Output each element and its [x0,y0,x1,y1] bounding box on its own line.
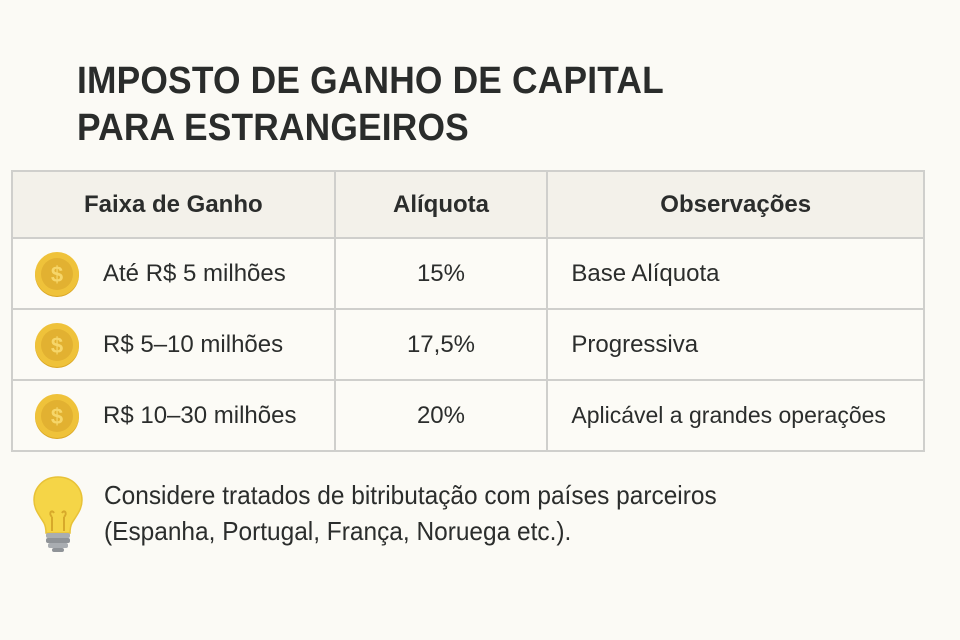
faixa-text: R$ 10–30 milhões [103,401,297,429]
faixa-cell: $ R$ 5–10 milhões [11,308,336,381]
lightbulb-icon [33,476,83,552]
svg-text:$: $ [51,262,63,287]
page-title: IMPOSTO DE GANHO DE CAPITAL PARA ESTRANG… [77,58,664,152]
svg-text:$: $ [51,333,63,358]
aliquota-cell: 17,5% [333,308,549,381]
faixa-cell: $ R$ 10–30 milhões [11,379,336,452]
faixa-text: R$ 5–10 milhões [103,330,284,358]
page-title-line-2: PARA ESTRANGEIROS [77,107,469,149]
observacoes-cell: Aplicável a grandes operações [546,379,925,452]
faixa-text: Até R$ 5 milhões [103,259,286,287]
table-row: $ R$ 10–30 milhões 20% Aplicável a grand… [11,379,925,452]
header-faixa: Faixa de Ganho [11,170,336,239]
tip-note: Considere tratados de bitributação com p… [30,473,756,553]
coin-dollar-icon: $ [35,322,79,368]
observacoes-cell: Progressiva [546,308,925,381]
coin-dollar-icon: $ [35,251,79,297]
tip-line-2: (Espanha, Portugal, França, Noruega etc.… [104,516,572,546]
table-row: $ Até R$ 5 milhões 15% Base Alíquota [11,237,925,310]
tip-line-1: Considere tratados de bitributação com p… [104,480,717,510]
page-title-line-1: IMPOSTO DE GANHO DE CAPITAL [77,60,664,102]
svg-text:$: $ [51,404,63,429]
observacoes-cell: Base Alíquota [546,237,925,310]
tax-rate-table: Faixa de Ganho Alíquota Observações $ At… [11,170,925,452]
table-header-row: Faixa de Ganho Alíquota Observações [11,170,925,239]
table-row: $ R$ 5–10 milhões 17,5% Progressiva [11,308,925,381]
aliquota-cell: 20% [333,379,549,452]
aliquota-cell: 15% [333,237,549,310]
faixa-cell: $ Até R$ 5 milhões [11,237,336,310]
header-aliquota: Alíquota [333,170,549,239]
coin-dollar-icon: $ [35,393,79,439]
header-observacoes: Observações [546,170,925,239]
tip-text: Considere tratados de bitributação com p… [104,477,717,549]
